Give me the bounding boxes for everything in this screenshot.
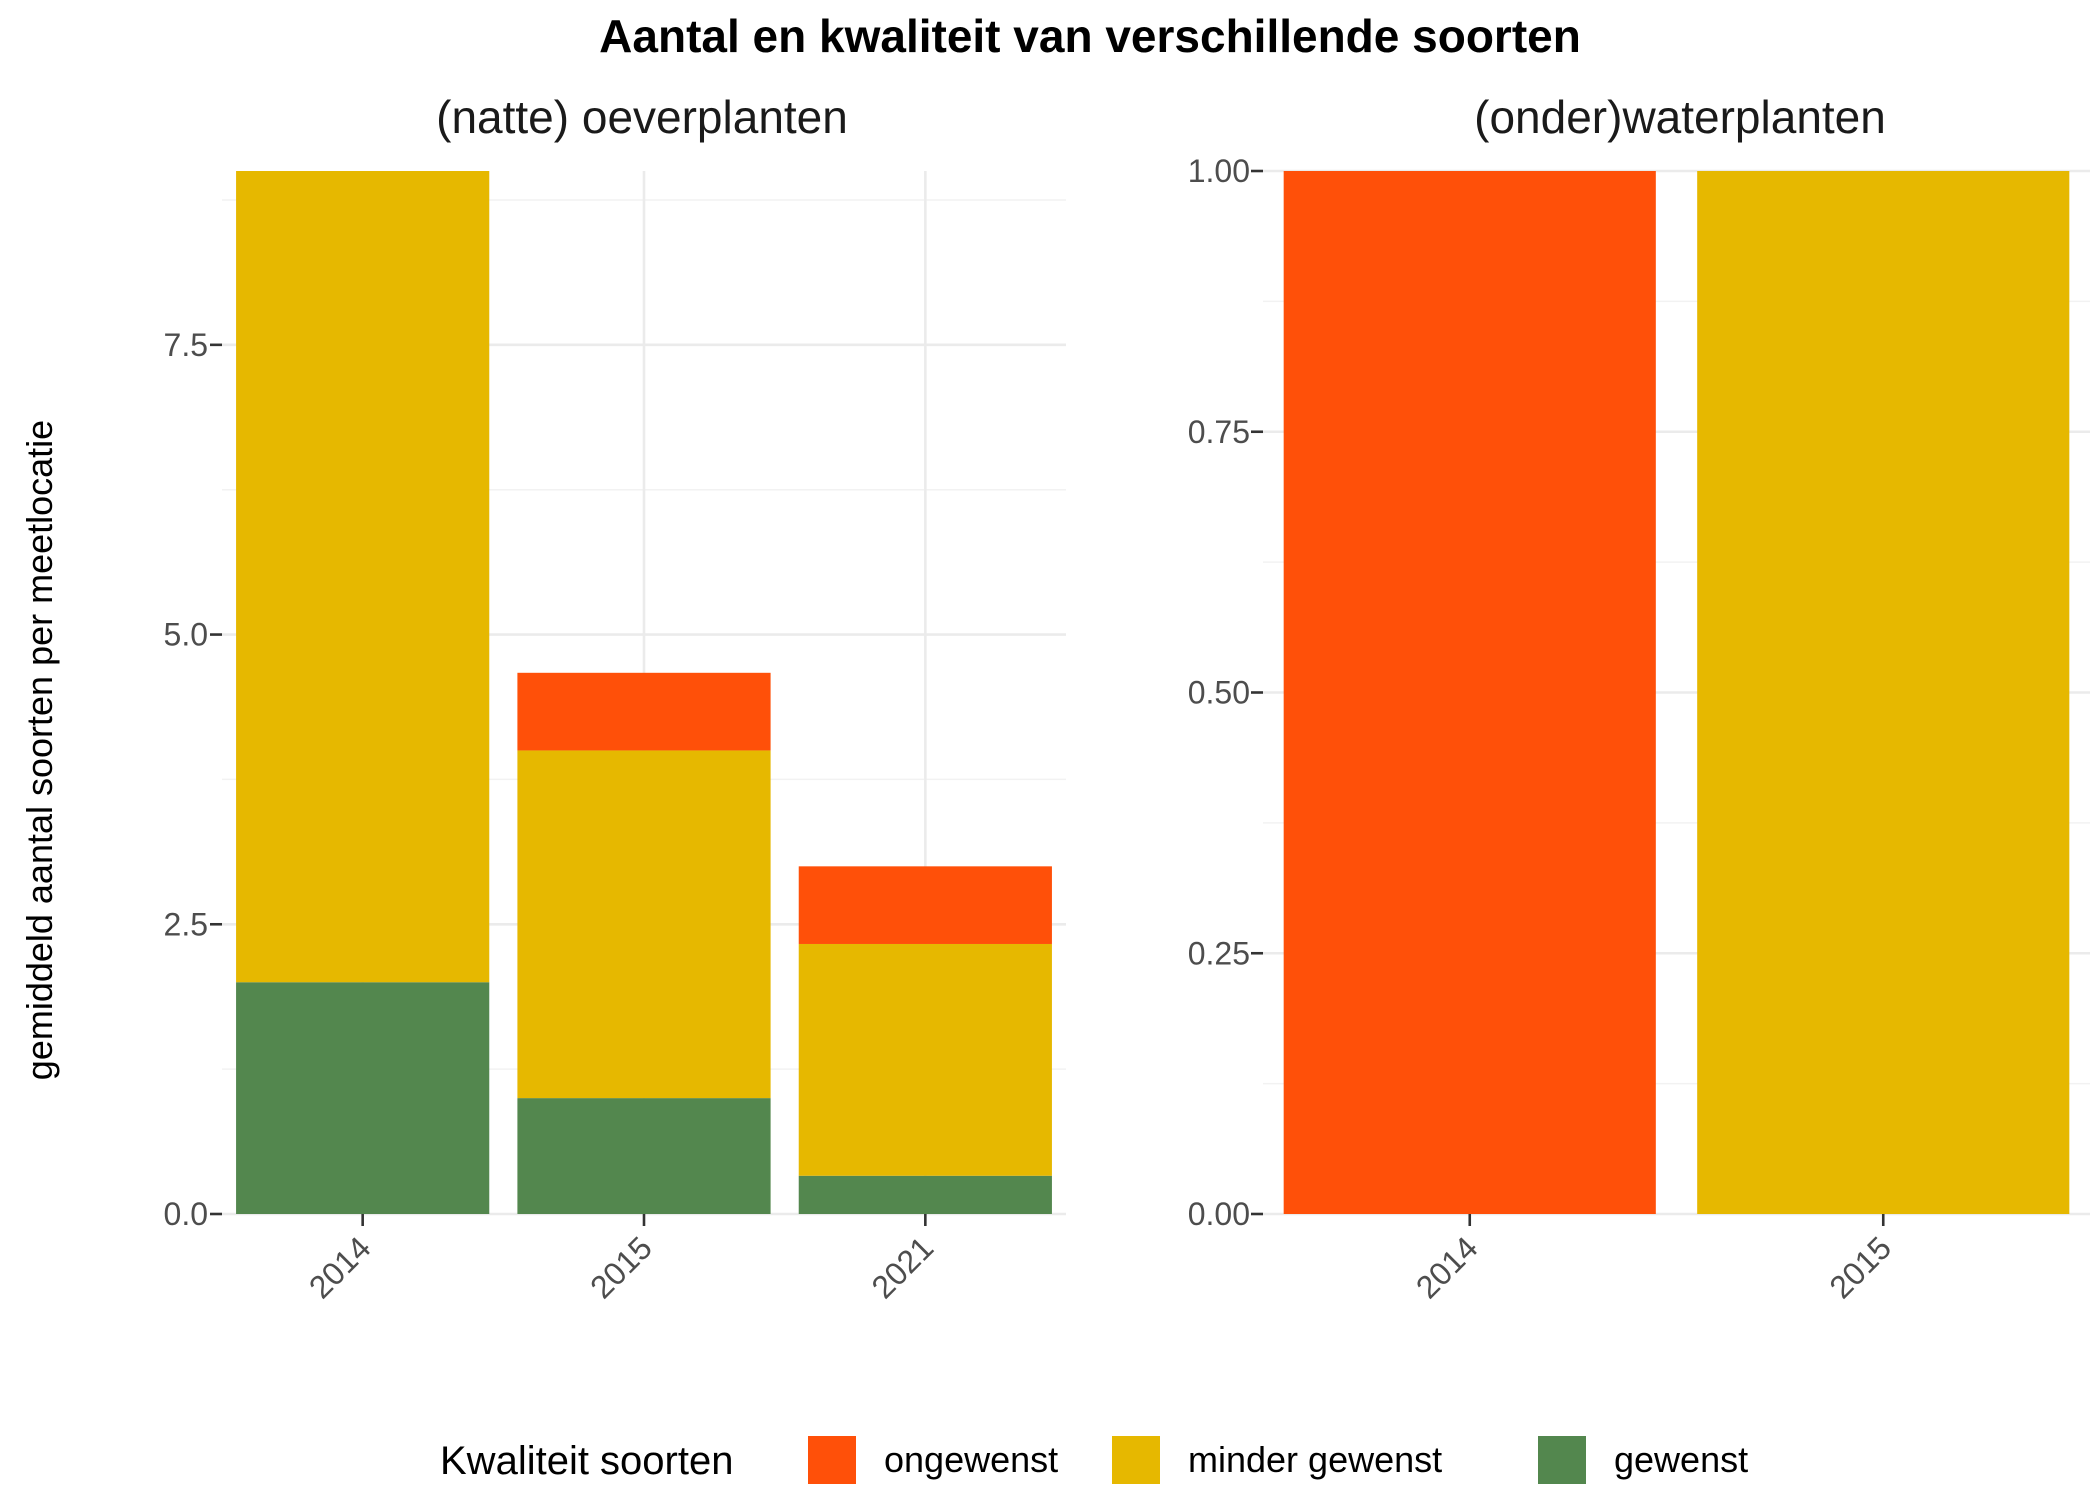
y-tick-label: 7.5 bbox=[164, 327, 208, 363]
panel-oeverplanten: (natte) oeverplanten 0.0 2.5 5.0 7.5 2014 201… bbox=[164, 91, 1066, 1305]
x-tick-label: 2014 bbox=[1409, 1229, 1485, 1305]
y-tick-label: 2.5 bbox=[164, 906, 208, 942]
bar-oeverplanten-2021-minder-gewenst bbox=[798, 943, 1052, 1176]
bar-oeverplanten-2014-gewenst bbox=[236, 982, 490, 1214]
y-tick-label: 0.0 bbox=[164, 1196, 208, 1232]
legend-label-ongewenst: ongewenst bbox=[884, 1439, 1058, 1480]
legend-label-gewenst: gewenst bbox=[1614, 1439, 1748, 1480]
x-tick-label: 2014 bbox=[302, 1229, 378, 1305]
x-tick-label: 2015 bbox=[583, 1229, 659, 1305]
panel-oeverplanten-title: (natte) oeverplanten bbox=[436, 91, 848, 143]
bar-waterplanten-2014-ongewenst bbox=[1283, 171, 1656, 1214]
bar-oeverplanten-2014-minder-gewenst bbox=[236, 171, 490, 983]
y-tick-label: 0.75 bbox=[1188, 414, 1250, 450]
panel-waterplanten: (onder)waterplanten 0.00 0.25 0.50 0.75 1.00… bbox=[1188, 91, 2090, 1305]
legend-title: Kwaliteit soorten bbox=[440, 1439, 733, 1483]
y-tick-label: 0.00 bbox=[1188, 1196, 1250, 1232]
panel-waterplanten-title: (onder)waterplanten bbox=[1474, 91, 1886, 143]
bar-oeverplanten-2015-ongewenst bbox=[517, 672, 771, 751]
bar-oeverplanten-2015-gewenst bbox=[517, 1098, 771, 1214]
x-tick-label: 2015 bbox=[1822, 1229, 1898, 1305]
y-axis-title: gemiddeld aantal soorten per meetlocatie bbox=[19, 420, 60, 1080]
legend: Kwaliteit soorten ongewenst minder gewens… bbox=[440, 1436, 1748, 1484]
legend-swatch-gewenst bbox=[1538, 1436, 1586, 1484]
legend-label-minder-gewenst: minder gewenst bbox=[1188, 1439, 1442, 1480]
y-tick-label: 5.0 bbox=[164, 617, 208, 653]
y-tick-label: 0.50 bbox=[1188, 675, 1250, 711]
x-tick-label: 2021 bbox=[864, 1229, 940, 1305]
legend-swatch-minder-gewenst bbox=[1112, 1436, 1160, 1484]
chart-title: Aantal en kwaliteit van verschillende so… bbox=[599, 10, 1581, 62]
legend-swatch-ongewenst bbox=[808, 1436, 856, 1484]
bar-oeverplanten-2021-gewenst bbox=[798, 1175, 1052, 1214]
bar-waterplanten-2015-minder-gewenst bbox=[1697, 171, 2070, 1214]
y-tick-label: 0.25 bbox=[1188, 935, 1250, 971]
bar-oeverplanten-2015-minder-gewenst bbox=[517, 750, 771, 1099]
y-tick-label: 1.00 bbox=[1188, 153, 1250, 189]
bar-oeverplanten-2021-ongewenst bbox=[798, 866, 1052, 944]
